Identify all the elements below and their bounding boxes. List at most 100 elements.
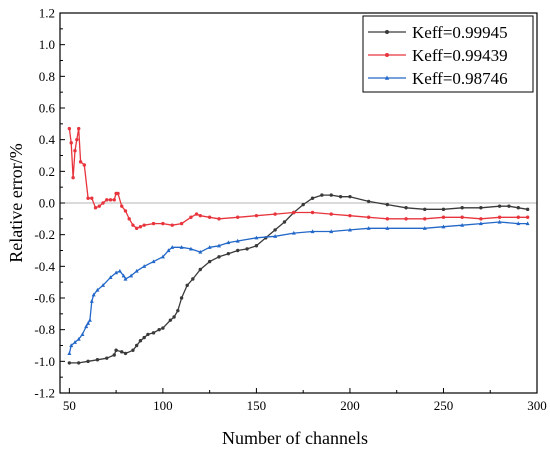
data-point [86,196,90,200]
data-point [329,229,334,234]
data-point [69,343,74,348]
data-point [226,240,231,245]
data-point [217,255,221,259]
data-point [77,126,81,131]
data-point [329,212,333,216]
x-axis-title: Number of channels [222,428,368,448]
y-tick-label: 1.0 [39,37,55,52]
data-point [176,308,180,313]
data-point [134,343,139,348]
data-point [76,336,81,341]
y-tick-label: 0.8 [39,69,55,84]
data-point [138,339,143,343]
data-point [301,202,305,207]
data-point [348,194,352,199]
data-point [95,287,100,292]
data-point [108,275,113,280]
data-point [127,217,131,221]
data-point [235,238,240,243]
data-point [120,204,124,208]
data-point [101,283,106,287]
data-point [142,264,147,268]
data-point [507,204,511,208]
data-point [188,246,193,251]
data-point [146,332,150,337]
data-point [516,206,520,210]
data-point [385,217,390,221]
data-point [151,221,156,226]
y-tick-label: -0.4 [34,259,55,274]
data-point [423,217,427,221]
data-point [479,217,483,221]
data-point [338,194,343,199]
data-point [95,358,100,362]
data-point [479,206,483,210]
data-point [207,215,212,219]
data-point [134,268,139,273]
legend-marker [385,30,389,34]
data-point [97,204,101,208]
y-tick-label: -1.2 [34,386,55,401]
data-point [112,198,116,202]
data-point [134,226,139,231]
data-point [404,206,408,210]
data-point [67,126,72,131]
data-point [166,248,171,253]
data-point [161,221,165,226]
data-point [170,223,174,227]
data-point [142,335,146,340]
legend-marker [384,75,390,80]
data-point [123,351,128,356]
data-point [67,361,72,365]
data-point [108,198,113,202]
data-point [117,268,122,273]
data-point [347,227,352,232]
y-tick-label: 0.2 [39,164,55,179]
data-point [497,204,502,208]
data-point [198,267,202,272]
data-point [291,230,296,235]
data-point [245,247,249,251]
data-point [497,215,502,219]
data-point [114,348,118,352]
data-point [366,215,371,219]
data-point [112,353,116,357]
y-tick-label: 0.4 [39,132,56,147]
data-point [71,175,75,180]
data-point [236,248,240,253]
data-point [198,213,202,218]
x-tick-label: 100 [153,398,173,413]
data-point [525,207,530,212]
data-point [273,234,278,238]
data-point [516,221,521,226]
data-point [292,210,296,215]
data-point [84,324,89,329]
data-point [129,273,134,278]
data-point [460,215,464,219]
y-tick-label: -0.8 [34,322,55,337]
data-point [226,251,231,256]
data-point [172,315,176,319]
data-point [131,348,135,352]
data-point [157,327,161,332]
plot-area: 50 100 150 200 250 300 -1.2 -1.0 -0.8 -0.6 -0.4 -0.… [34,6,546,414]
data-point [478,221,483,226]
data-point [194,212,199,216]
y-tick-label: 0.0 [39,196,55,211]
data-point [207,259,212,264]
data-point [385,226,390,230]
data-point [385,202,390,207]
y-tick-label: 0.6 [39,101,56,116]
data-point [87,317,92,322]
data-point [78,160,83,164]
data-point [254,213,259,218]
data-point [151,259,156,264]
data-point [422,226,427,230]
data-point [170,245,175,249]
data-point [525,215,530,219]
data-point [310,196,315,200]
y-axis-title: Relative error/% [6,143,26,262]
data-point [329,193,333,197]
data-point [310,210,315,215]
